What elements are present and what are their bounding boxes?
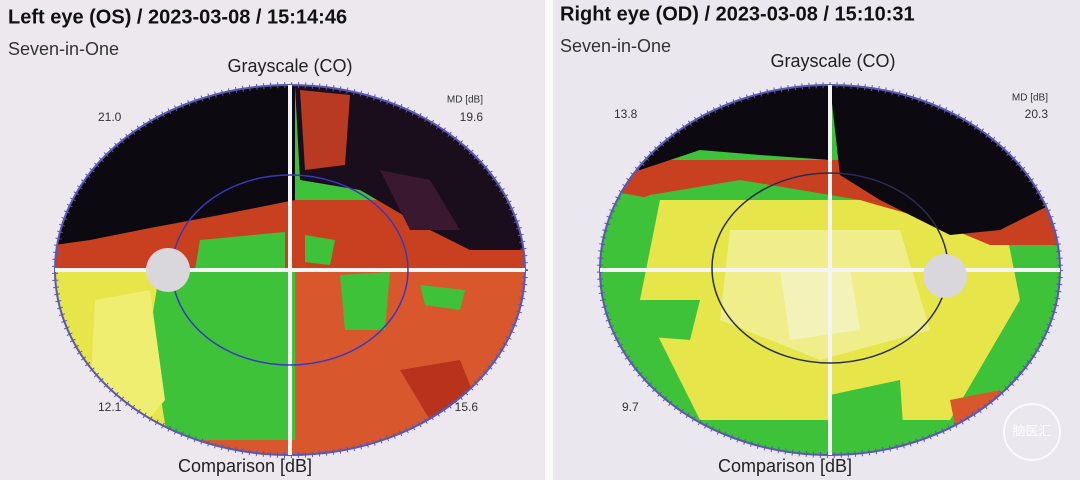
- watermark-ring: [1003, 403, 1061, 461]
- quadrant-value: 12.1: [98, 400, 122, 414]
- panel-subtitle: Seven-in-One: [8, 39, 119, 59]
- bottom-label: Comparison [dB]: [718, 456, 852, 476]
- bottom-label: Comparison [dB]: [178, 456, 312, 476]
- panel-title: Right eye (OD) / 2023-03-08 / 15:10:31: [560, 3, 915, 25]
- blind-spot: [146, 248, 190, 292]
- panel-title: Left eye (OS) / 2023-03-08 / 15:14:46: [8, 6, 347, 28]
- md-label: MD [dB]: [447, 95, 483, 106]
- quadrant-value: 15.6: [455, 400, 479, 414]
- watermark: 脑医汇: [1012, 423, 1051, 438]
- md-label: MD [dB]: [1012, 93, 1048, 104]
- quadrant-value: 20.3: [1025, 107, 1049, 121]
- divider: [545, 0, 553, 480]
- quadrant-value: 19.6: [460, 110, 484, 124]
- blind-spot: [923, 254, 967, 298]
- panel-subtitle: Seven-in-One: [560, 36, 671, 56]
- quadrant-value: 9.7: [622, 400, 639, 414]
- top-label: Grayscale (CO): [227, 56, 352, 76]
- quadrant-value: 21.0: [98, 110, 122, 124]
- top-label: Grayscale (CO): [770, 51, 895, 71]
- quadrant-value: 13.8: [614, 107, 638, 121]
